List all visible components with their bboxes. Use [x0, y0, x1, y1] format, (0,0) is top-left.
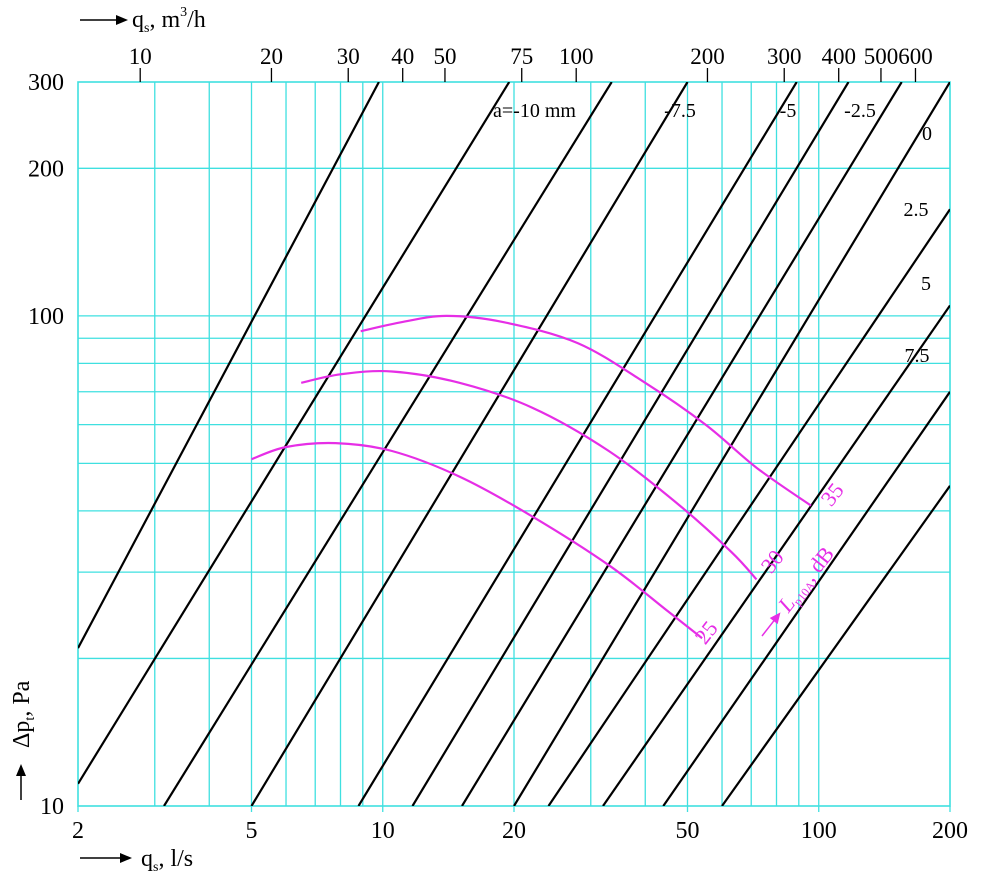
x2-tick-label: 30: [337, 44, 360, 69]
x2-tick-label: 20: [260, 44, 283, 69]
series-label: 5: [921, 273, 931, 295]
sound-level-label: 30: [755, 545, 788, 578]
svg-text:Lp10A, dB: Lp10A, dB: [772, 542, 840, 619]
series-line: [357, 82, 798, 806]
series-line: [513, 82, 950, 806]
y-tick-label: 300: [28, 70, 64, 96]
series-label: a=-10 mm: [493, 100, 576, 122]
series-line: [461, 82, 903, 806]
sound-level-label: 35: [815, 478, 848, 511]
sound-level-curve: [360, 314, 812, 507]
series-label: -5: [780, 100, 797, 122]
series-lines: [78, 82, 950, 806]
x2-tick-label: 400: [821, 44, 856, 69]
x2-tick-label: 100: [559, 44, 594, 69]
svg-text:qs, l/s: qs, l/s: [141, 846, 193, 875]
x-tick-label: 20: [502, 818, 526, 844]
x2-tick-label: 50: [433, 44, 456, 69]
x-axis-title: qs, l/s: [80, 846, 193, 875]
x2-tick-label: 500: [864, 44, 899, 69]
x-tick-label: 2: [72, 818, 84, 844]
x-tick-label: 50: [676, 818, 700, 844]
svg-text:qs, m3/h: qs, m3/h: [132, 5, 206, 36]
y-axis-title: Δpt, Pa: [9, 680, 38, 800]
series-label: -7.5: [664, 100, 696, 122]
x-tick-label: 5: [246, 818, 258, 844]
series-line: [163, 82, 613, 806]
series-line: [547, 208, 950, 806]
series-line: [602, 304, 950, 806]
grid: [77, 81, 951, 807]
series-label: -2.5: [844, 100, 876, 122]
series-line: [78, 82, 380, 649]
series-line: [721, 485, 950, 806]
series-label: 2.5: [904, 199, 929, 221]
x-tick-label: 200: [932, 818, 968, 844]
y-tick-label: 200: [28, 156, 64, 182]
sound-level-curve: [251, 441, 703, 640]
x2-axis-title: qs, m3/h: [80, 5, 206, 36]
sound-level-label: 25: [689, 616, 722, 649]
x-tick-label: 10: [371, 818, 395, 844]
series-line: [78, 82, 511, 785]
x2-tick-label: 10: [129, 44, 152, 69]
x2-tick-label: 40: [391, 44, 414, 69]
series-line: [662, 391, 950, 806]
x2-tick-label: 300: [767, 44, 802, 69]
x-tick-label: 100: [801, 818, 837, 844]
y-tick-label: 100: [28, 304, 64, 330]
x2-tick-label: 75: [510, 44, 533, 69]
series-line: [250, 82, 689, 806]
series-label: 7.5: [905, 345, 930, 367]
x2-tick-label: 200: [690, 44, 725, 69]
series-label: 0: [922, 123, 932, 145]
sound-level-curve: [300, 369, 758, 581]
series-line: [411, 82, 850, 806]
y-tick-label: 10: [40, 794, 64, 820]
svg-text:Δpt, Pa: Δpt, Pa: [9, 680, 38, 748]
x2-tick-label: 600: [898, 44, 933, 69]
